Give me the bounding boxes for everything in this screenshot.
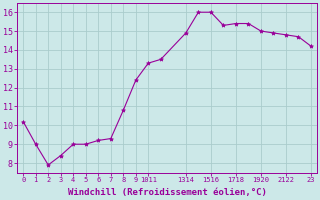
- X-axis label: Windchill (Refroidissement éolien,°C): Windchill (Refroidissement éolien,°C): [68, 188, 267, 197]
